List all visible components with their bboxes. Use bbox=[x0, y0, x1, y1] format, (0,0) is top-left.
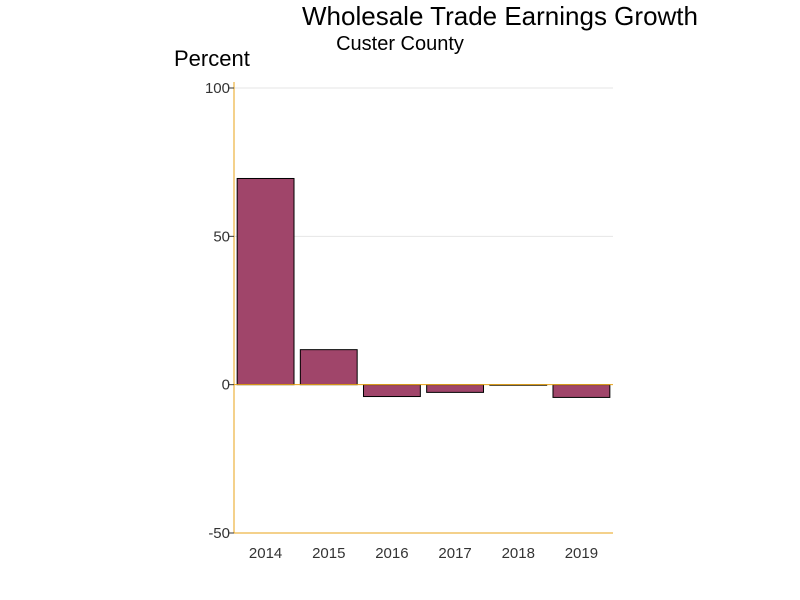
x-tick-label: 2016 bbox=[375, 545, 408, 562]
chart-title: Wholesale Trade Earnings Growth bbox=[0, 1, 800, 32]
chart-title-text: Wholesale Trade Earnings Growth bbox=[302, 1, 698, 31]
x-tick-label: 2015 bbox=[312, 545, 345, 562]
x-tick-label: 2014 bbox=[249, 545, 282, 562]
bar-2016 bbox=[362, 384, 421, 398]
bar-2017 bbox=[426, 384, 485, 393]
y-tick-label: 100 bbox=[205, 80, 230, 97]
bar-2015 bbox=[299, 349, 358, 386]
x-tick-label: 2017 bbox=[438, 545, 471, 562]
y-axis-label: Percent bbox=[174, 46, 250, 71]
y-tick-label: -50 bbox=[208, 525, 230, 542]
bar-2014 bbox=[236, 177, 295, 386]
y-tick-label: 50 bbox=[213, 228, 230, 245]
y-tick-label: 0 bbox=[222, 377, 230, 394]
bar-2019 bbox=[552, 384, 611, 398]
x-tick-label: 2018 bbox=[502, 545, 535, 562]
x-tick-label: 2019 bbox=[565, 545, 598, 562]
chart-subtitle: Custer County bbox=[0, 33, 800, 56]
chart-subtitle-text: Custer County bbox=[336, 33, 464, 55]
